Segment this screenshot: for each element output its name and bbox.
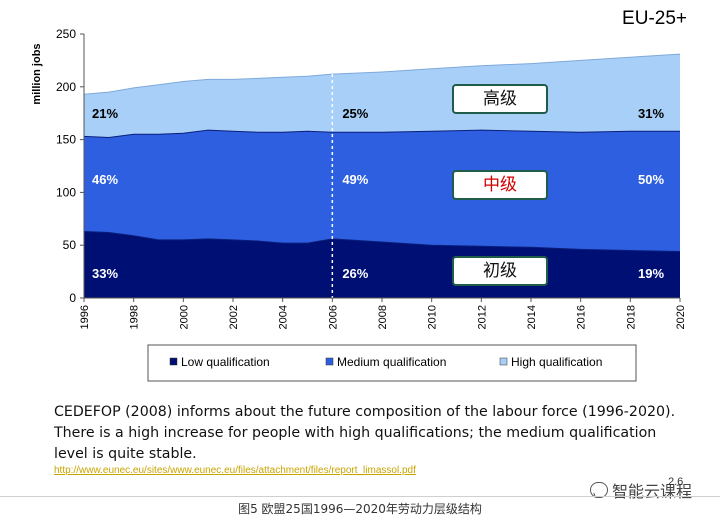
legend-entry: High qualification	[511, 355, 602, 369]
y-tick-label: 0	[69, 291, 76, 305]
y-tick-label: 250	[56, 27, 76, 41]
share-label: 46%	[92, 172, 118, 187]
legend-entry: Medium qualification	[337, 355, 446, 369]
y-tick-label: 100	[56, 185, 76, 199]
share-label: 49%	[342, 172, 368, 187]
legend-entry: Low qualification	[181, 355, 270, 369]
share-label: 26%	[342, 266, 368, 281]
region-label-high: 高级	[452, 84, 548, 114]
share-label: 50%	[638, 172, 664, 187]
legend-swatch	[169, 357, 178, 366]
chat-bubble-icon	[590, 482, 608, 498]
low-label-text: 初级	[452, 256, 548, 286]
x-tick-label: 1996	[79, 305, 91, 329]
share-label: 25%	[342, 106, 368, 121]
x-tick-label: 2014	[526, 305, 538, 329]
x-tick-label: 2012	[476, 305, 488, 329]
description-line: level is quite stable.	[54, 446, 197, 462]
medium-label-text: 中级	[452, 170, 548, 200]
x-tick-label: 2010	[427, 305, 439, 329]
x-tick-label: 2016	[576, 305, 588, 329]
region-label-low: 初级	[452, 256, 548, 286]
x-tick-label: 2004	[278, 305, 290, 329]
description-text: CEDEFOP (2008) informs about the future …	[54, 402, 694, 465]
y-tick-label: 200	[56, 80, 76, 94]
x-tick-label: 2018	[625, 305, 637, 329]
legend-swatch	[325, 357, 334, 366]
series-edge-line	[83, 129, 680, 139]
x-tick-label: 2008	[377, 305, 389, 329]
series-edge-line	[83, 231, 681, 252]
x-tick-label: 2020	[675, 305, 687, 329]
page-reference: 2.6	[668, 476, 684, 488]
series-edge-line	[83, 53, 681, 95]
y-tick-label: 150	[56, 133, 76, 147]
figure-caption: 图5 欧盟25国1996—2020年劳动力层级结构	[238, 502, 482, 516]
description-line: There is a high increase for people with…	[54, 425, 657, 441]
stacked-area-chart: 21% 25% 31% 46% 49% 50% 33% 26% 19% 0 50 100 150 200…	[31, 8, 687, 382]
source-link[interactable]: http://www.eunec.eu/sites/www.eunec.eu/f…	[54, 465, 416, 476]
y-axis-label: million jobs	[31, 43, 43, 104]
description-line: CEDEFOP (2008) informs about the future …	[54, 404, 676, 420]
x-tick-label: 1998	[129, 305, 141, 329]
share-label: 21%	[92, 106, 118, 121]
share-label: 31%	[638, 106, 664, 121]
legend-swatch	[499, 357, 508, 366]
x-tick-label: 2000	[178, 305, 190, 329]
x-tick-label: 2002	[228, 305, 240, 329]
chart-title: EU-25+	[622, 8, 687, 29]
legend-box	[147, 344, 637, 382]
share-label: 19%	[638, 266, 664, 281]
share-label: 33%	[92, 266, 118, 281]
region-label-medium: 中级	[452, 170, 548, 200]
high-label-text: 高级	[452, 84, 548, 114]
axes: 0 50 100 150 200 250 1996 1998 2000 2002 2004 2006 2…	[31, 8, 687, 329]
x-tick-label: 2006	[327, 305, 339, 329]
caption-divider	[0, 496, 720, 497]
y-tick-label: 50	[63, 238, 77, 252]
plot-area: 21% 25% 31% 46% 49% 50% 33% 26% 19%	[83, 34, 681, 298]
legend: Low qualification Medium qualification Hig…	[147, 344, 637, 382]
